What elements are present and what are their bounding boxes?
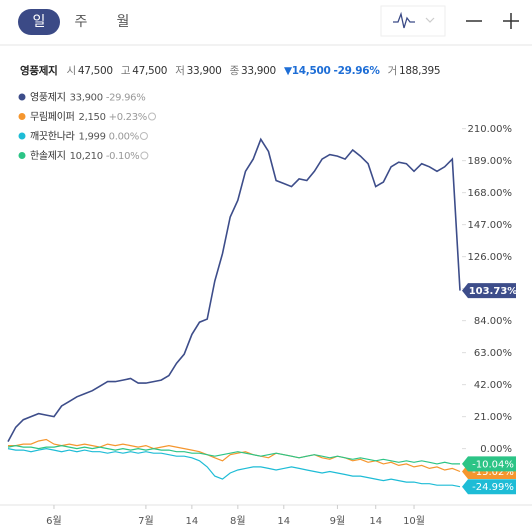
x-tick-label: 7월 bbox=[138, 515, 154, 527]
tab[interactable]: 일 bbox=[18, 9, 60, 35]
x-tick-label: 10월 bbox=[403, 515, 425, 527]
value: 47,500 bbox=[77, 65, 113, 77]
value: 33,900 bbox=[186, 65, 222, 77]
legend-dot bbox=[18, 152, 26, 159]
y-tick-label: 189.00% bbox=[468, 156, 513, 167]
x-tick-label: 8월 bbox=[230, 515, 246, 527]
label: 시 bbox=[66, 65, 77, 77]
series-line bbox=[8, 438, 461, 473]
legend-change: -29.96% bbox=[106, 93, 146, 104]
period-tabs: 일 주 월 bbox=[18, 9, 144, 35]
x-tick-label: 6월 bbox=[46, 515, 62, 527]
value: 33,900 bbox=[241, 65, 276, 77]
label: 거 bbox=[387, 65, 398, 77]
y-tick-label: 147.00% bbox=[468, 220, 513, 231]
legend-price: 2,150 bbox=[79, 112, 106, 123]
legend-entry: 깨끗한나라 1,999 0.00% bbox=[30, 131, 139, 143]
x-tick-label: 9월 bbox=[330, 515, 346, 527]
x-tick-label: 14 bbox=[185, 516, 198, 527]
chart-type-box[interactable] bbox=[380, 5, 446, 37]
x-tick-label: 14 bbox=[369, 516, 382, 527]
legend-change: +0.23% bbox=[109, 112, 147, 123]
legend-name: 한솔제지 bbox=[30, 150, 66, 162]
tab[interactable]: 주 bbox=[74, 14, 88, 30]
legend-price: 10,210 bbox=[70, 151, 103, 162]
end-label: 103.73% bbox=[469, 286, 518, 297]
legend-entry: 무림페이퍼 2,150 +0.23% bbox=[30, 111, 147, 123]
end-tag bbox=[462, 479, 516, 495]
legend-dot bbox=[18, 93, 26, 101]
end-label: -10.04% bbox=[472, 459, 514, 470]
stock-name: 영풍제지 bbox=[20, 65, 58, 77]
legend-remove[interactable] bbox=[139, 132, 148, 140]
chart-type-icon bbox=[393, 11, 415, 29]
label: 종 bbox=[229, 65, 240, 77]
change: ▼14,500 bbox=[284, 65, 331, 77]
series-line bbox=[7, 444, 460, 465]
legend-change: 0.00% bbox=[109, 132, 139, 143]
legend-dot bbox=[18, 113, 26, 120]
toolbar bbox=[0, 5, 532, 46]
series-line bbox=[7, 447, 461, 488]
end-tag bbox=[462, 283, 516, 299]
y-tick-label: 21.00% bbox=[474, 412, 512, 423]
y-tick-label: 168.00% bbox=[468, 188, 513, 199]
legend-name: 무림페이퍼 bbox=[30, 111, 75, 123]
legend-entry: 한솔제지 10,210 -0.10% bbox=[30, 150, 139, 162]
y-tick-label: 0.00% bbox=[480, 444, 512, 455]
change-pct: -29.96% bbox=[333, 65, 380, 77]
y-tick-label: 42.00% bbox=[474, 380, 512, 391]
value: 188,395 bbox=[398, 65, 441, 77]
legend-dot bbox=[18, 132, 26, 140]
legend-remove[interactable] bbox=[148, 112, 157, 121]
y-tick-label: 63.00% bbox=[474, 348, 512, 359]
y-tick-label: 210.00% bbox=[468, 124, 513, 135]
value: 47,500 bbox=[132, 65, 168, 77]
legend-remove[interactable] bbox=[140, 151, 149, 160]
series-line bbox=[7, 137, 461, 442]
end-label: -15.02% bbox=[472, 467, 514, 478]
label: 고 bbox=[120, 65, 131, 77]
legend-price: 33,900 bbox=[70, 93, 103, 104]
end-label: -24.99% bbox=[472, 482, 514, 493]
x-tick-label: 14 bbox=[277, 516, 290, 527]
quote-row: 영풍제지 시 47,500 고 47,500 저 33,900 종 33,900 ▼14… bbox=[20, 63, 445, 78]
legend-name: 영풍제지 bbox=[30, 92, 66, 104]
legend-change: -0.10% bbox=[106, 151, 140, 162]
end-tag bbox=[462, 456, 516, 472]
y-tick-label: 84.00% bbox=[474, 316, 512, 327]
legend-price: 1,999 bbox=[79, 132, 106, 143]
label: 저 bbox=[175, 65, 185, 77]
chevron bbox=[425, 17, 435, 23]
y-tick-label: 126.00% bbox=[468, 252, 513, 263]
legend-entry: 영풍제지 33,900 -29.96% bbox=[30, 92, 145, 104]
legend-name: 깨끗한나라 bbox=[30, 131, 75, 143]
tab[interactable]: 월 bbox=[116, 14, 130, 30]
